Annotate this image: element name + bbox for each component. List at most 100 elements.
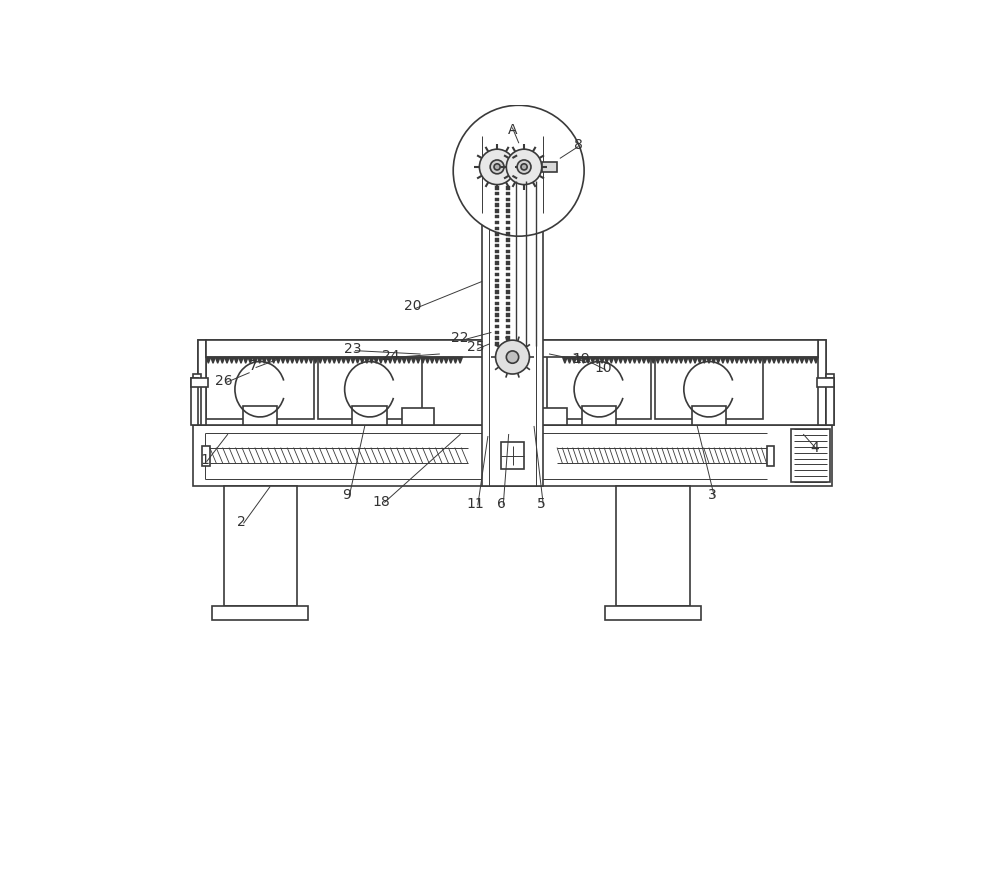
Bar <box>506 284 510 287</box>
Bar <box>495 290 499 294</box>
Circle shape <box>453 105 584 236</box>
Bar <box>243 406 277 425</box>
Polygon shape <box>416 357 420 363</box>
Circle shape <box>506 351 519 363</box>
Polygon shape <box>716 357 721 363</box>
Polygon shape <box>767 357 772 363</box>
Polygon shape <box>383 357 388 363</box>
Bar <box>482 136 543 486</box>
Polygon shape <box>444 357 448 363</box>
Polygon shape <box>369 357 374 363</box>
Polygon shape <box>379 357 383 363</box>
Polygon shape <box>295 357 299 363</box>
Polygon shape <box>572 357 576 363</box>
Text: 18: 18 <box>373 495 390 509</box>
Bar <box>198 341 206 425</box>
Bar <box>495 198 499 201</box>
Polygon shape <box>327 357 332 363</box>
Bar <box>605 606 701 619</box>
Bar <box>506 307 510 311</box>
Polygon shape <box>430 357 434 363</box>
Polygon shape <box>614 357 618 363</box>
Polygon shape <box>758 357 762 363</box>
Bar <box>506 296 510 300</box>
Bar <box>495 209 499 213</box>
Bar <box>506 273 510 276</box>
Text: 1: 1 <box>200 453 209 467</box>
Polygon shape <box>309 357 313 363</box>
Bar <box>506 314 510 317</box>
Circle shape <box>517 160 531 174</box>
Polygon shape <box>439 357 444 363</box>
Polygon shape <box>581 357 586 363</box>
Bar <box>535 408 567 425</box>
Polygon shape <box>609 357 614 363</box>
Polygon shape <box>215 357 220 363</box>
Bar <box>547 354 651 419</box>
Bar <box>582 406 616 425</box>
Polygon shape <box>220 357 225 363</box>
Bar <box>495 250 499 253</box>
Polygon shape <box>276 357 281 363</box>
Polygon shape <box>800 357 804 363</box>
Polygon shape <box>360 357 365 363</box>
Bar <box>495 255 499 259</box>
Polygon shape <box>637 357 642 363</box>
Bar <box>495 244 499 247</box>
Circle shape <box>506 149 542 185</box>
Bar <box>495 238 499 241</box>
Text: 9: 9 <box>343 488 351 502</box>
Polygon shape <box>229 357 234 363</box>
Polygon shape <box>313 357 318 363</box>
Polygon shape <box>804 357 809 363</box>
Text: 7: 7 <box>249 359 257 373</box>
Polygon shape <box>425 357 430 363</box>
Bar <box>542 162 557 172</box>
Bar <box>506 220 510 224</box>
Bar <box>318 354 422 419</box>
Polygon shape <box>688 357 693 363</box>
Polygon shape <box>239 357 243 363</box>
Polygon shape <box>271 357 276 363</box>
Bar <box>477 136 548 213</box>
Polygon shape <box>393 357 397 363</box>
Polygon shape <box>748 357 753 363</box>
Bar <box>506 209 510 213</box>
Polygon shape <box>623 357 628 363</box>
Bar <box>817 378 834 388</box>
Bar <box>506 279 510 282</box>
Polygon shape <box>355 357 360 363</box>
Polygon shape <box>323 357 327 363</box>
Bar <box>206 341 818 357</box>
Polygon shape <box>814 357 818 363</box>
Text: 20: 20 <box>404 299 421 313</box>
Polygon shape <box>448 357 453 363</box>
Polygon shape <box>725 357 730 363</box>
Bar <box>826 374 834 425</box>
Text: 24: 24 <box>382 349 400 363</box>
Bar <box>506 325 510 328</box>
Bar <box>506 261 510 265</box>
Bar <box>506 301 510 305</box>
Polygon shape <box>397 357 402 363</box>
Polygon shape <box>374 357 379 363</box>
Polygon shape <box>781 357 786 363</box>
Polygon shape <box>248 357 253 363</box>
Bar <box>495 220 499 224</box>
Polygon shape <box>411 357 416 363</box>
Text: 11: 11 <box>467 496 484 510</box>
Polygon shape <box>586 357 590 363</box>
Bar <box>506 342 510 346</box>
Polygon shape <box>721 357 725 363</box>
Bar <box>506 319 510 322</box>
Bar <box>495 233 499 236</box>
Bar <box>506 186 510 190</box>
Polygon shape <box>600 357 604 363</box>
Text: 22: 22 <box>451 331 469 345</box>
Bar <box>495 226 499 230</box>
Text: 8: 8 <box>574 138 582 152</box>
Text: 6: 6 <box>497 496 506 510</box>
Polygon shape <box>388 357 393 363</box>
Polygon shape <box>809 357 814 363</box>
Polygon shape <box>753 357 758 363</box>
